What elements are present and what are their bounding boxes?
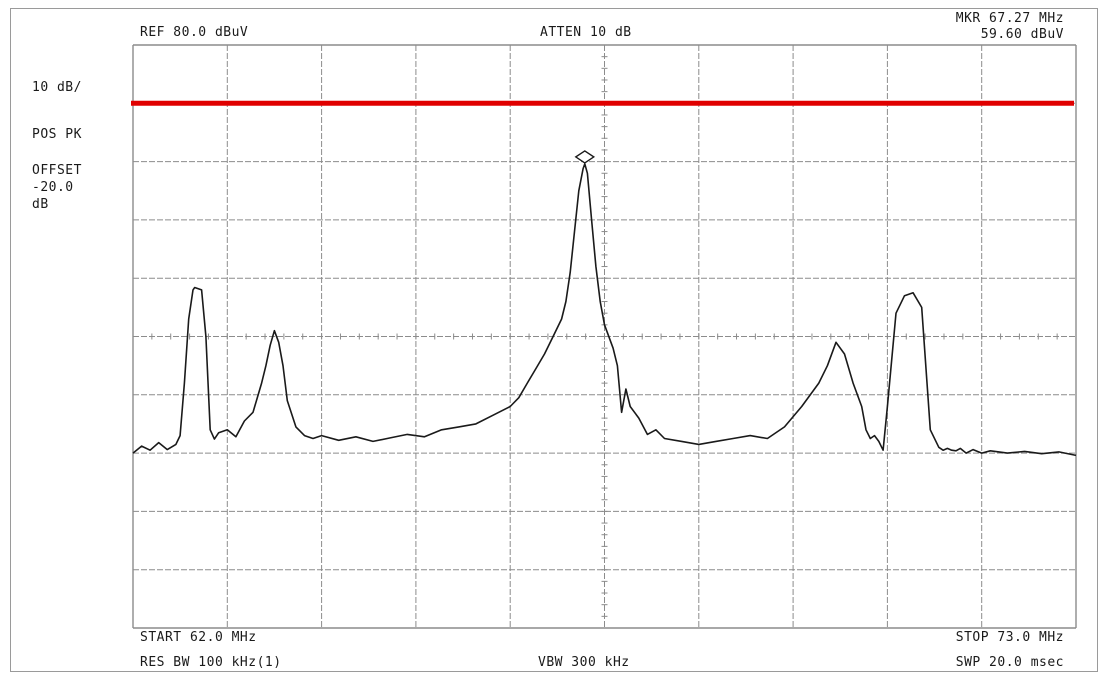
sweep-time-label: SWP 20.0 msec	[955, 655, 1064, 670]
spectrum-trace	[132, 163, 1077, 457]
marker-level-readout: 59.60 dBuV	[980, 27, 1064, 42]
stop-frequency-label: STOP 73.0 MHz	[955, 630, 1064, 645]
marker-frequency-readout: MKR 67.27 MHz	[955, 11, 1064, 26]
detector-mode-label: POS PK	[32, 127, 82, 142]
start-frequency-label: START 62.0 MHz	[140, 630, 257, 645]
offset-value: -20.0	[32, 180, 74, 195]
attenuation-label: ATTEN 10 dB	[540, 25, 632, 40]
video-bandwidth-label: VBW 300 kHz	[538, 655, 630, 670]
resolution-bandwidth-label: RES BW 100 kHz(1)	[140, 655, 282, 670]
marker-diamond-icon	[574, 150, 596, 164]
offset-unit: dB	[32, 197, 49, 212]
scale-per-division-label: 10 dB/	[32, 80, 82, 95]
screen-frame	[10, 8, 1098, 672]
ref-level-label: REF 80.0 dBuV	[140, 25, 249, 40]
offset-label: OFFSET	[32, 163, 82, 178]
